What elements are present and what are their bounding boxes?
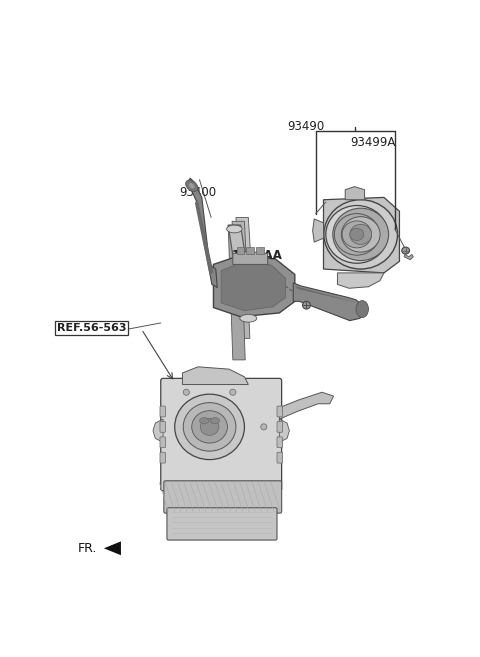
Ellipse shape [192, 411, 228, 443]
Polygon shape [232, 221, 250, 338]
Ellipse shape [324, 200, 397, 269]
FancyBboxPatch shape [160, 452, 166, 463]
Ellipse shape [183, 403, 236, 451]
FancyBboxPatch shape [277, 406, 282, 417]
Polygon shape [221, 261, 286, 311]
Polygon shape [337, 273, 384, 288]
Ellipse shape [210, 418, 220, 424]
Polygon shape [104, 541, 121, 555]
FancyBboxPatch shape [164, 481, 282, 513]
FancyBboxPatch shape [277, 452, 282, 463]
Ellipse shape [186, 180, 198, 192]
Polygon shape [237, 248, 244, 254]
Ellipse shape [188, 183, 195, 189]
Ellipse shape [261, 424, 267, 430]
Polygon shape [153, 419, 163, 442]
Text: 93499A: 93499A [350, 135, 396, 148]
Ellipse shape [342, 221, 372, 248]
Ellipse shape [341, 217, 380, 252]
Polygon shape [246, 248, 254, 254]
Ellipse shape [227, 225, 242, 233]
Polygon shape [236, 217, 254, 317]
Polygon shape [228, 225, 245, 360]
Text: 93400: 93400 [179, 186, 216, 199]
Ellipse shape [175, 394, 244, 460]
Ellipse shape [234, 270, 248, 277]
Ellipse shape [356, 301, 369, 317]
Polygon shape [295, 286, 358, 303]
FancyBboxPatch shape [167, 508, 277, 540]
Polygon shape [324, 197, 399, 273]
Polygon shape [195, 200, 214, 275]
Ellipse shape [200, 418, 209, 424]
Polygon shape [279, 392, 334, 419]
Ellipse shape [302, 302, 311, 309]
Ellipse shape [402, 247, 409, 254]
Ellipse shape [335, 214, 379, 255]
Ellipse shape [200, 419, 219, 436]
FancyBboxPatch shape [160, 406, 166, 417]
Polygon shape [279, 419, 289, 442]
Text: FR.: FR. [78, 542, 97, 555]
Polygon shape [214, 255, 295, 317]
FancyBboxPatch shape [277, 422, 282, 432]
FancyBboxPatch shape [161, 378, 282, 491]
Ellipse shape [240, 315, 257, 322]
Polygon shape [233, 252, 268, 264]
Text: REF.56-563: REF.56-563 [57, 323, 126, 333]
Polygon shape [293, 283, 364, 321]
Polygon shape [345, 187, 365, 200]
FancyBboxPatch shape [160, 422, 166, 432]
Polygon shape [228, 225, 254, 315]
Ellipse shape [183, 389, 190, 396]
Text: 93490: 93490 [287, 120, 324, 133]
FancyBboxPatch shape [160, 437, 166, 447]
Polygon shape [256, 248, 264, 254]
Ellipse shape [326, 206, 388, 263]
FancyBboxPatch shape [277, 437, 282, 447]
Polygon shape [312, 219, 324, 242]
Ellipse shape [350, 228, 364, 240]
Polygon shape [182, 367, 248, 384]
Ellipse shape [230, 389, 236, 396]
Polygon shape [188, 178, 217, 288]
Ellipse shape [350, 225, 372, 244]
Polygon shape [404, 254, 413, 260]
Text: 1229AA: 1229AA [232, 249, 283, 262]
Ellipse shape [333, 208, 389, 261]
